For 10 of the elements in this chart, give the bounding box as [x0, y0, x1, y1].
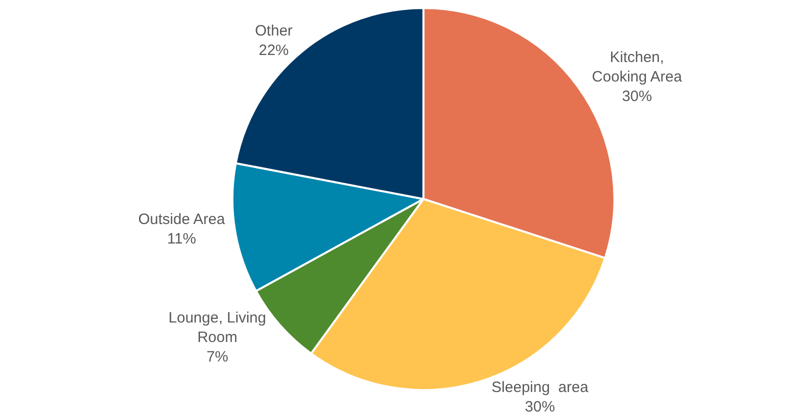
- slice-label: Lounge, Living Room: [168, 310, 266, 346]
- data-label: 22%: [258, 42, 289, 60]
- slice-label: Kitchen, Cooking Area: [592, 49, 683, 86]
- slice-label: Sleeping area: [492, 378, 589, 396]
- data-label: 11%: [167, 230, 196, 248]
- data-label: 30%: [622, 88, 652, 106]
- data-label: 30%: [524, 398, 555, 416]
- data-label: 7%: [206, 348, 228, 366]
- slice-label: Other: [255, 22, 293, 40]
- slice-label: Outside Area: [138, 211, 226, 228]
